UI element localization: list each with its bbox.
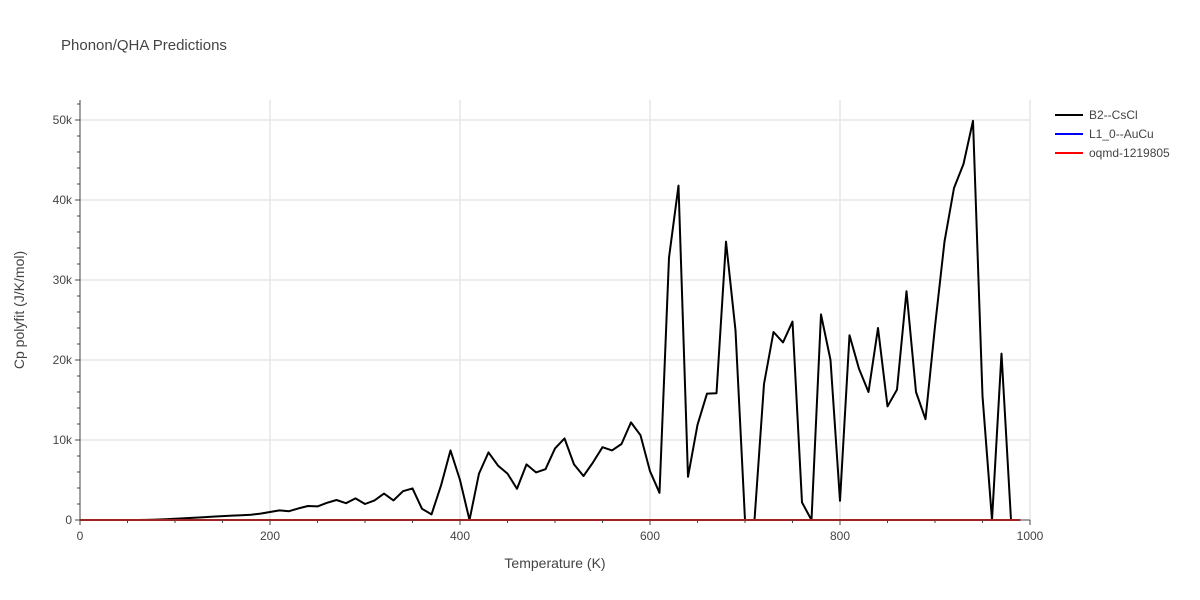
series-layer [80,119,1021,521]
y-tick-label: 30k [53,273,73,287]
y-tick-label: 0 [65,513,72,527]
legend-item[interactable]: oqmd-1219805 [1055,146,1170,160]
axes: 0 200 400 600 800 1000 0 10k 20k 30k 40k 50k [53,100,1044,543]
y-tick-label: 50k [53,113,73,127]
y-tick-label: 40k [53,193,73,207]
x-axis-title: Temperature (K) [504,555,605,571]
legend-label: B2--CsCl [1089,108,1138,122]
legend-item[interactable]: B2--CsCl [1055,108,1138,122]
grid [80,100,1031,520]
legend[interactable]: B2--CsCl L1_0--AuCu oqmd-1219805 [1055,108,1170,160]
x-tick-label: 800 [830,529,850,543]
legend-label: L1_0--AuCu [1089,127,1154,141]
legend-label: oqmd-1219805 [1089,146,1170,160]
chart-title: Phonon/QHA Predictions [61,37,227,54]
x-tick-label: 600 [640,529,660,543]
legend-item[interactable]: L1_0--AuCu [1055,127,1154,141]
y-tick-label: 20k [53,353,73,367]
x-tick-label: 400 [450,529,470,543]
y-axis-title: Cp polyfit (J/K/mol) [11,251,27,369]
x-tick-label: 1000 [1017,529,1044,543]
y-tick-label: 10k [53,433,73,447]
series-line-b2-cscl [80,119,1021,521]
x-tick-label: 0 [77,529,84,543]
x-tick-label: 200 [260,529,280,543]
